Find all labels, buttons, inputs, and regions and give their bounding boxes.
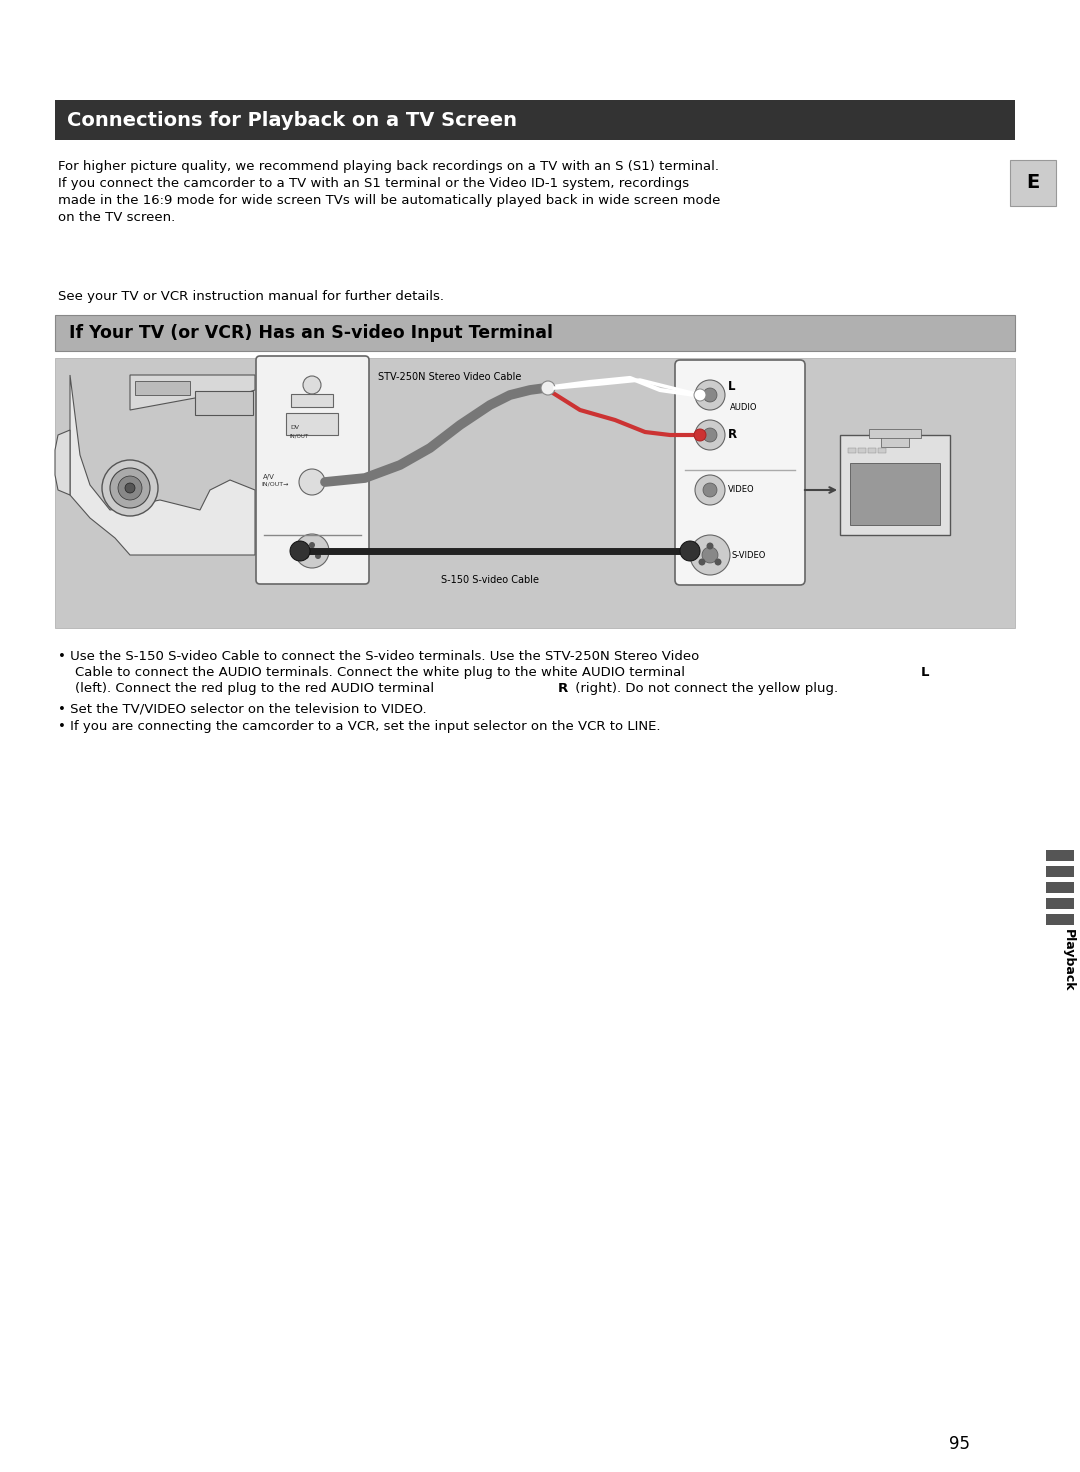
- Text: STV-250N Stereo Video Cable: STV-250N Stereo Video Cable: [378, 372, 522, 383]
- Circle shape: [703, 428, 717, 442]
- Circle shape: [110, 468, 150, 508]
- Bar: [878, 447, 886, 453]
- Bar: [286, 414, 338, 436]
- Bar: [850, 464, 940, 526]
- Bar: [1047, 898, 1074, 910]
- Polygon shape: [55, 430, 70, 495]
- Bar: [55, 358, 1015, 629]
- Bar: [1010, 160, 1056, 206]
- Circle shape: [706, 543, 714, 549]
- Text: E: E: [1026, 174, 1040, 193]
- Bar: [135, 381, 190, 394]
- Circle shape: [102, 459, 158, 517]
- Text: A/V: A/V: [264, 474, 275, 480]
- Bar: [881, 436, 909, 447]
- Text: S-150 S-video Cable: S-150 S-video Cable: [441, 576, 539, 584]
- Bar: [195, 392, 253, 415]
- Circle shape: [299, 470, 325, 495]
- Bar: [840, 436, 950, 534]
- Circle shape: [118, 475, 141, 500]
- Circle shape: [703, 483, 717, 498]
- Text: (left). Connect the red plug to the red AUDIO terminal: (left). Connect the red plug to the red …: [58, 682, 438, 695]
- Bar: [291, 394, 333, 406]
- Bar: [55, 100, 1015, 140]
- Text: If Your TV (or VCR) Has an S-video Input Terminal: If Your TV (or VCR) Has an S-video Input…: [69, 324, 553, 342]
- Circle shape: [303, 553, 309, 559]
- Text: made in the 16:9 mode for wide screen TVs will be automatically played back in w: made in the 16:9 mode for wide screen TV…: [58, 194, 720, 208]
- Circle shape: [541, 381, 555, 394]
- Text: DV: DV: [291, 425, 299, 430]
- Text: L: L: [728, 380, 735, 393]
- Circle shape: [703, 389, 717, 402]
- Circle shape: [295, 534, 329, 568]
- Text: R: R: [728, 428, 738, 442]
- Polygon shape: [70, 375, 255, 555]
- Bar: [848, 447, 856, 453]
- Bar: [55, 315, 1015, 350]
- Text: See your TV or VCR instruction manual for further details.: See your TV or VCR instruction manual fo…: [58, 290, 444, 303]
- Circle shape: [694, 389, 706, 400]
- Text: For higher picture quality, we recommend playing back recordings on a TV with an: For higher picture quality, we recommend…: [58, 160, 719, 174]
- Polygon shape: [130, 375, 255, 411]
- Text: on the TV screen.: on the TV screen.: [58, 210, 175, 224]
- Bar: [1047, 866, 1074, 877]
- Text: If you connect the camcorder to a TV with an S1 terminal or the Video ID-1 syste: If you connect the camcorder to a TV wit…: [58, 177, 689, 190]
- FancyBboxPatch shape: [256, 356, 369, 584]
- Text: L: L: [921, 665, 930, 679]
- Circle shape: [696, 380, 725, 411]
- Text: VIDEO: VIDEO: [728, 486, 755, 495]
- Bar: [858, 447, 866, 453]
- Bar: [1047, 882, 1074, 894]
- Circle shape: [696, 475, 725, 505]
- Text: Playback: Playback: [1062, 929, 1075, 991]
- Circle shape: [715, 558, 721, 565]
- Circle shape: [303, 375, 321, 394]
- Text: • Use the S-150 S-video Cable to connect the S-video terminals. Use the STV-250N: • Use the S-150 S-video Cable to connect…: [58, 651, 699, 662]
- Text: Connections for Playback on a TV Screen: Connections for Playback on a TV Screen: [67, 110, 517, 130]
- Text: S-VIDEO: S-VIDEO: [732, 551, 767, 559]
- Circle shape: [696, 420, 725, 450]
- Text: R: R: [558, 682, 568, 695]
- Circle shape: [315, 553, 321, 559]
- Circle shape: [291, 542, 310, 561]
- Text: 95: 95: [949, 1435, 971, 1453]
- Text: • If you are connecting the camcorder to a VCR, set the input selector on the VC: • If you are connecting the camcorder to…: [58, 720, 661, 733]
- Bar: [1047, 849, 1074, 861]
- FancyBboxPatch shape: [675, 361, 805, 584]
- Circle shape: [309, 542, 315, 548]
- Text: IN/OUT: IN/OUT: [291, 433, 309, 439]
- Circle shape: [699, 558, 705, 565]
- Text: AUDIO: AUDIO: [730, 403, 757, 412]
- Circle shape: [702, 548, 718, 562]
- Text: IN/OUT→: IN/OUT→: [261, 481, 288, 487]
- Circle shape: [125, 483, 135, 493]
- Circle shape: [690, 534, 730, 576]
- Circle shape: [680, 542, 700, 561]
- Text: • Set the TV/VIDEO selector on the television to VIDEO.: • Set the TV/VIDEO selector on the telev…: [58, 702, 427, 715]
- Circle shape: [694, 428, 706, 442]
- Text: (right). Do not connect the yellow plug.: (right). Do not connect the yellow plug.: [571, 682, 838, 695]
- Bar: [869, 428, 921, 439]
- Text: Cable to connect the AUDIO terminals. Connect the white plug to the white AUDIO : Cable to connect the AUDIO terminals. Co…: [58, 665, 689, 679]
- Bar: [1047, 914, 1074, 924]
- Bar: [868, 447, 876, 453]
- Circle shape: [308, 548, 316, 555]
